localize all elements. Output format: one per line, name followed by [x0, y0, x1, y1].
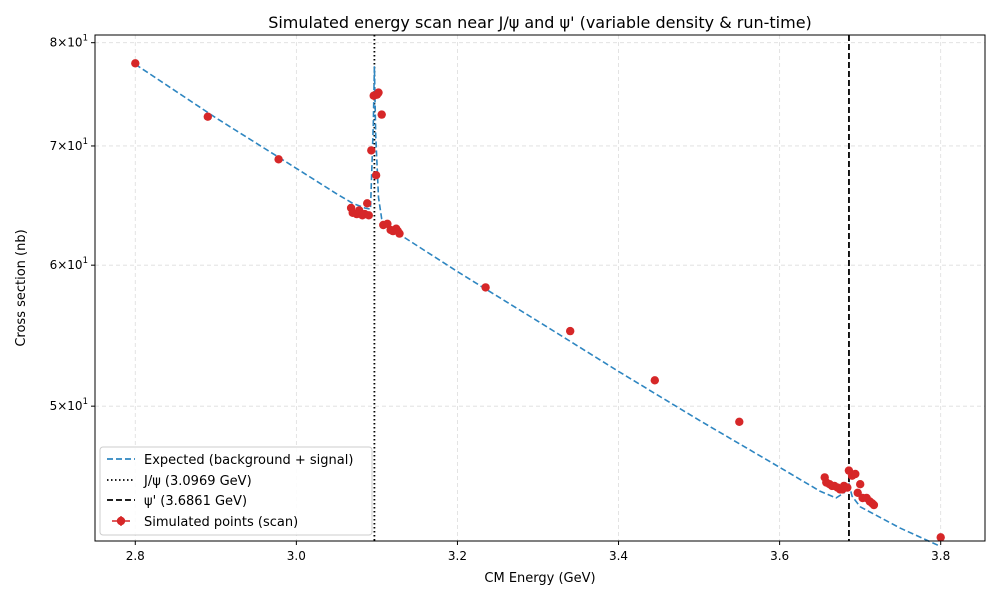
scan-point [650, 376, 659, 385]
legend-label-jpsi: J/ψ (3.0969 GeV) [143, 474, 252, 489]
grid [95, 35, 985, 541]
expected-curve-layer [134, 63, 942, 548]
scan-point [374, 88, 383, 97]
scan-point [274, 155, 283, 164]
scan-point [735, 417, 744, 426]
scan-point [566, 326, 575, 336]
y-tick-label: 5×101 [50, 397, 88, 413]
legend-label-psi2s: ψ' (3.6861 GeV) [144, 494, 247, 509]
x-tick-label: 3.0 [287, 549, 306, 563]
x-axis-title: CM Energy (GeV) [484, 571, 595, 586]
x-tick-label: 3.2 [448, 549, 467, 563]
legend-swatch-points [112, 516, 130, 526]
x-tick-label: 3.8 [931, 549, 950, 563]
y-tick-label: 6×101 [50, 256, 88, 272]
scan-point [851, 469, 860, 479]
scan-point [869, 500, 879, 510]
legend-box [99, 446, 373, 536]
x-axis-ticks: 2.8 3.0 3.2 3.4 3.6 3.8 [126, 541, 950, 563]
scan-point [936, 533, 945, 542]
scan-point [367, 146, 376, 155]
x-tick-label: 3.4 [609, 549, 628, 563]
scan-point [203, 112, 212, 121]
y-tick-label: 7×101 [50, 137, 88, 153]
x-tick-label: 3.6 [770, 549, 789, 563]
legend-label-points: Simulated points (scan) [144, 515, 298, 530]
scan-points-layer [131, 59, 945, 542]
y-axis-title: Cross section (nb) [14, 229, 29, 346]
scan-point [395, 229, 404, 238]
x-tick-label: 2.8 [126, 549, 145, 563]
chart-title: Simulated energy scan near J/ψ and ψ' (v… [268, 13, 812, 32]
scan-point [131, 59, 140, 68]
reference-lines [373, 35, 850, 541]
scan-point [364, 211, 373, 220]
scan-point [856, 480, 865, 489]
scan-point [363, 199, 372, 208]
legend-point-marker [116, 516, 126, 526]
legend: Expected (background + signal) J/ψ (3.09… [99, 446, 373, 536]
scan-point [371, 171, 381, 180]
scan-point [843, 483, 852, 492]
y-tick-label: 8×101 [50, 34, 88, 50]
expected-curve [134, 63, 942, 548]
plot-frame [94, 34, 986, 542]
scan-point [377, 110, 386, 119]
legend-label-expected: Expected (background + signal) [144, 453, 353, 468]
scan-point [481, 283, 490, 292]
y-axis-ticks: 5×101 6×101 7×101 8×101 [50, 34, 95, 413]
